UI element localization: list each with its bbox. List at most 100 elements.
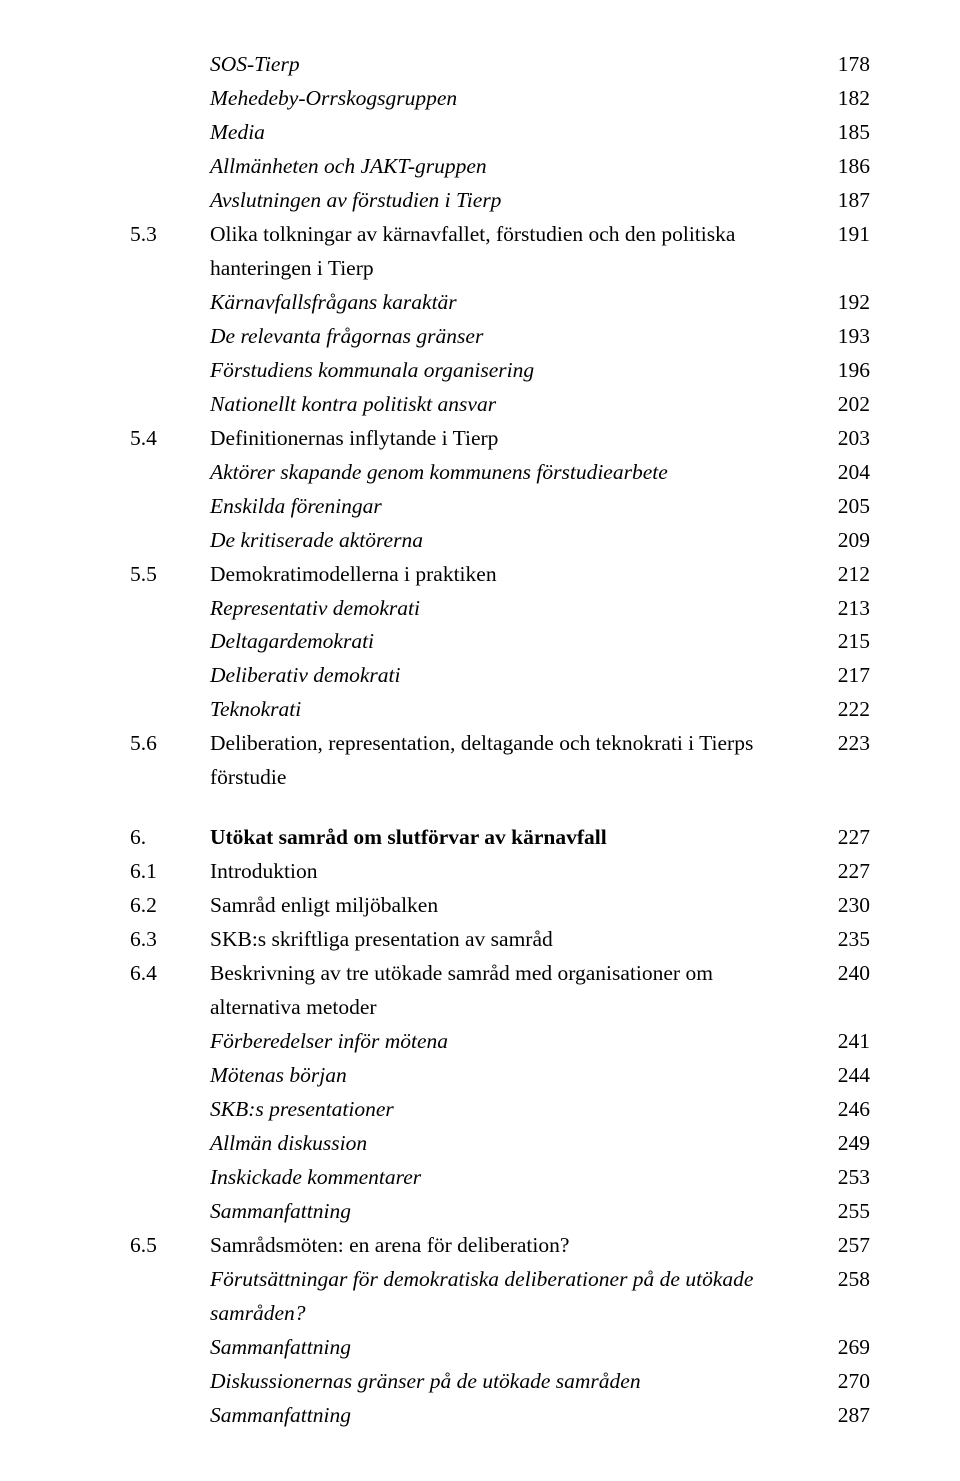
toc-title: SKB:s presentationer xyxy=(210,1093,820,1127)
toc-title: De kritiserade aktörerna xyxy=(210,524,820,558)
toc-title: Diskussionernas gränser på de utökade sa… xyxy=(210,1365,820,1399)
toc-page-number: 269 xyxy=(820,1331,870,1365)
toc-page-number: 203 xyxy=(820,422,870,456)
toc-page-number: 253 xyxy=(820,1161,870,1195)
toc-page-number: 213 xyxy=(820,592,870,626)
toc-page-number: 204 xyxy=(820,456,870,490)
toc-page-number: 230 xyxy=(820,889,870,923)
toc-title: Demokratimodellerna i praktiken xyxy=(210,558,820,592)
toc-page-number: 246 xyxy=(820,1093,870,1127)
toc-title: Allmän diskussion xyxy=(210,1127,820,1161)
toc-page-number: 257 xyxy=(820,1229,870,1263)
toc-page-number: 287 xyxy=(820,1399,870,1433)
toc-page-number: 182 xyxy=(820,82,870,116)
toc-row: Kärnavfallsfrågans karaktär192 xyxy=(130,286,870,320)
toc-title: Sammanfattning xyxy=(210,1399,820,1433)
toc-row: 6.3SKB:s skriftliga presentation av samr… xyxy=(130,923,870,957)
toc-row: Mötenas början244 xyxy=(130,1059,870,1093)
toc-title: Mötenas början xyxy=(210,1059,820,1093)
toc-row: 6.2Samråd enligt miljöbalken230 xyxy=(130,889,870,923)
toc-page-number: 249 xyxy=(820,1127,870,1161)
toc-page-number: 240 xyxy=(820,957,870,991)
toc-page-number: 241 xyxy=(820,1025,870,1059)
toc-row: Sammanfattning269 xyxy=(130,1331,870,1365)
toc-row: Sammanfattning255 xyxy=(130,1195,870,1229)
toc-number: 6.5 xyxy=(130,1229,210,1263)
toc-title: Introduktion xyxy=(210,855,820,889)
toc-title: Olika tolkningar av kärnavfallet, förstu… xyxy=(210,218,820,286)
toc-title: Teknokrati xyxy=(210,693,820,727)
toc-row: Teknokrati222 xyxy=(130,693,870,727)
toc-title: Inskickade kommentarer xyxy=(210,1161,820,1195)
toc-title: Enskilda föreningar xyxy=(210,490,820,524)
toc-row: Förberedelser inför mötena241 xyxy=(130,1025,870,1059)
toc-row: 6.Utökat samråd om slutförvar av kärnavf… xyxy=(130,821,870,855)
toc-page-number: 193 xyxy=(820,320,870,354)
toc-title: Representativ demokrati xyxy=(210,592,820,626)
toc-page-number: 217 xyxy=(820,659,870,693)
toc-page-number: 209 xyxy=(820,524,870,558)
toc-title: Beskrivning av tre utökade samråd med or… xyxy=(210,957,820,1025)
toc-page-number: 186 xyxy=(820,150,870,184)
toc-title: Nationellt kontra politiskt ansvar xyxy=(210,388,820,422)
toc-row: De kritiserade aktörerna209 xyxy=(130,524,870,558)
toc-title: Samråd enligt miljöbalken xyxy=(210,889,820,923)
toc-title: Aktörer skapande genom kommunens förstud… xyxy=(210,456,820,490)
toc-number: 6.4 xyxy=(130,957,210,991)
toc-title: SKB:s skriftliga presentation av samråd xyxy=(210,923,820,957)
toc-number: 6. xyxy=(130,821,210,855)
toc-row: De relevanta frågornas gränser193 xyxy=(130,320,870,354)
toc-title: Deliberativ demokrati xyxy=(210,659,820,693)
toc-title: Sammanfattning xyxy=(210,1195,820,1229)
toc-title: Förberedelser inför mötena xyxy=(210,1025,820,1059)
toc-title: Media xyxy=(210,116,820,150)
toc-row: 5.3Olika tolkningar av kärnavfallet, för… xyxy=(130,218,870,286)
toc-row: 5.5Demokratimodellerna i praktiken212 xyxy=(130,558,870,592)
toc-page-number: 227 xyxy=(820,821,870,855)
toc-row: Media185 xyxy=(130,116,870,150)
toc-title: Förstudiens kommunala organisering xyxy=(210,354,820,388)
toc-page-number: 270 xyxy=(820,1365,870,1399)
toc-page-number: 187 xyxy=(820,184,870,218)
toc-page-number: 258 xyxy=(820,1263,870,1297)
toc-number: 5.4 xyxy=(130,422,210,456)
toc-row: SKB:s presentationer246 xyxy=(130,1093,870,1127)
toc-number: 6.2 xyxy=(130,889,210,923)
toc-page-number: 223 xyxy=(820,727,870,761)
toc-row: Inskickade kommentarer253 xyxy=(130,1161,870,1195)
toc-row: Sammanfattning287 xyxy=(130,1399,870,1433)
toc-row: Allmänheten och JAKT-gruppen186 xyxy=(130,150,870,184)
toc-page-number: 222 xyxy=(820,693,870,727)
toc-page-number: 202 xyxy=(820,388,870,422)
toc-title: Allmänheten och JAKT-gruppen xyxy=(210,150,820,184)
toc-title: Deliberation, representation, deltagande… xyxy=(210,727,820,795)
toc-title: Deltagardemokrati xyxy=(210,625,820,659)
toc-row: SOS-Tierp178 xyxy=(130,48,870,82)
toc-page-number: 191 xyxy=(820,218,870,252)
toc-row: Förstudiens kommunala organisering196 xyxy=(130,354,870,388)
toc-page-number: 255 xyxy=(820,1195,870,1229)
toc-title: Förutsättningar för demokratiska deliber… xyxy=(210,1263,820,1331)
toc-row: 6.5Samrådsmöten: en arena för deliberati… xyxy=(130,1229,870,1263)
toc-row: Diskussionernas gränser på de utökade sa… xyxy=(130,1365,870,1399)
toc-title: Utökat samråd om slutförvar av kärnavfal… xyxy=(210,821,820,855)
toc-row: Deliberativ demokrati217 xyxy=(130,659,870,693)
toc-title: Samrådsmöten: en arena för deliberation? xyxy=(210,1229,820,1263)
toc-title: Definitionernas inflytande i Tierp xyxy=(210,422,820,456)
toc-row: Representativ demokrati213 xyxy=(130,592,870,626)
toc-page-number: 205 xyxy=(820,490,870,524)
section-gap xyxy=(130,795,870,821)
toc-row: Deltagardemokrati215 xyxy=(130,625,870,659)
toc-page-number: 178 xyxy=(820,48,870,82)
toc-title: Avslutningen av förstudien i Tierp xyxy=(210,184,820,218)
toc-title: De relevanta frågornas gränser xyxy=(210,320,820,354)
toc-number: 6.1 xyxy=(130,855,210,889)
toc-page: SOS-Tierp178Mehedeby-Orrskogsgruppen182M… xyxy=(0,0,960,1481)
toc-page-number: 244 xyxy=(820,1059,870,1093)
toc-number: 5.6 xyxy=(130,727,210,761)
toc-row: 6.1Introduktion227 xyxy=(130,855,870,889)
toc-title: Kärnavfallsfrågans karaktär xyxy=(210,286,820,320)
toc-number: 5.3 xyxy=(130,218,210,252)
toc-row: Enskilda föreningar205 xyxy=(130,490,870,524)
toc-page-number: 192 xyxy=(820,286,870,320)
